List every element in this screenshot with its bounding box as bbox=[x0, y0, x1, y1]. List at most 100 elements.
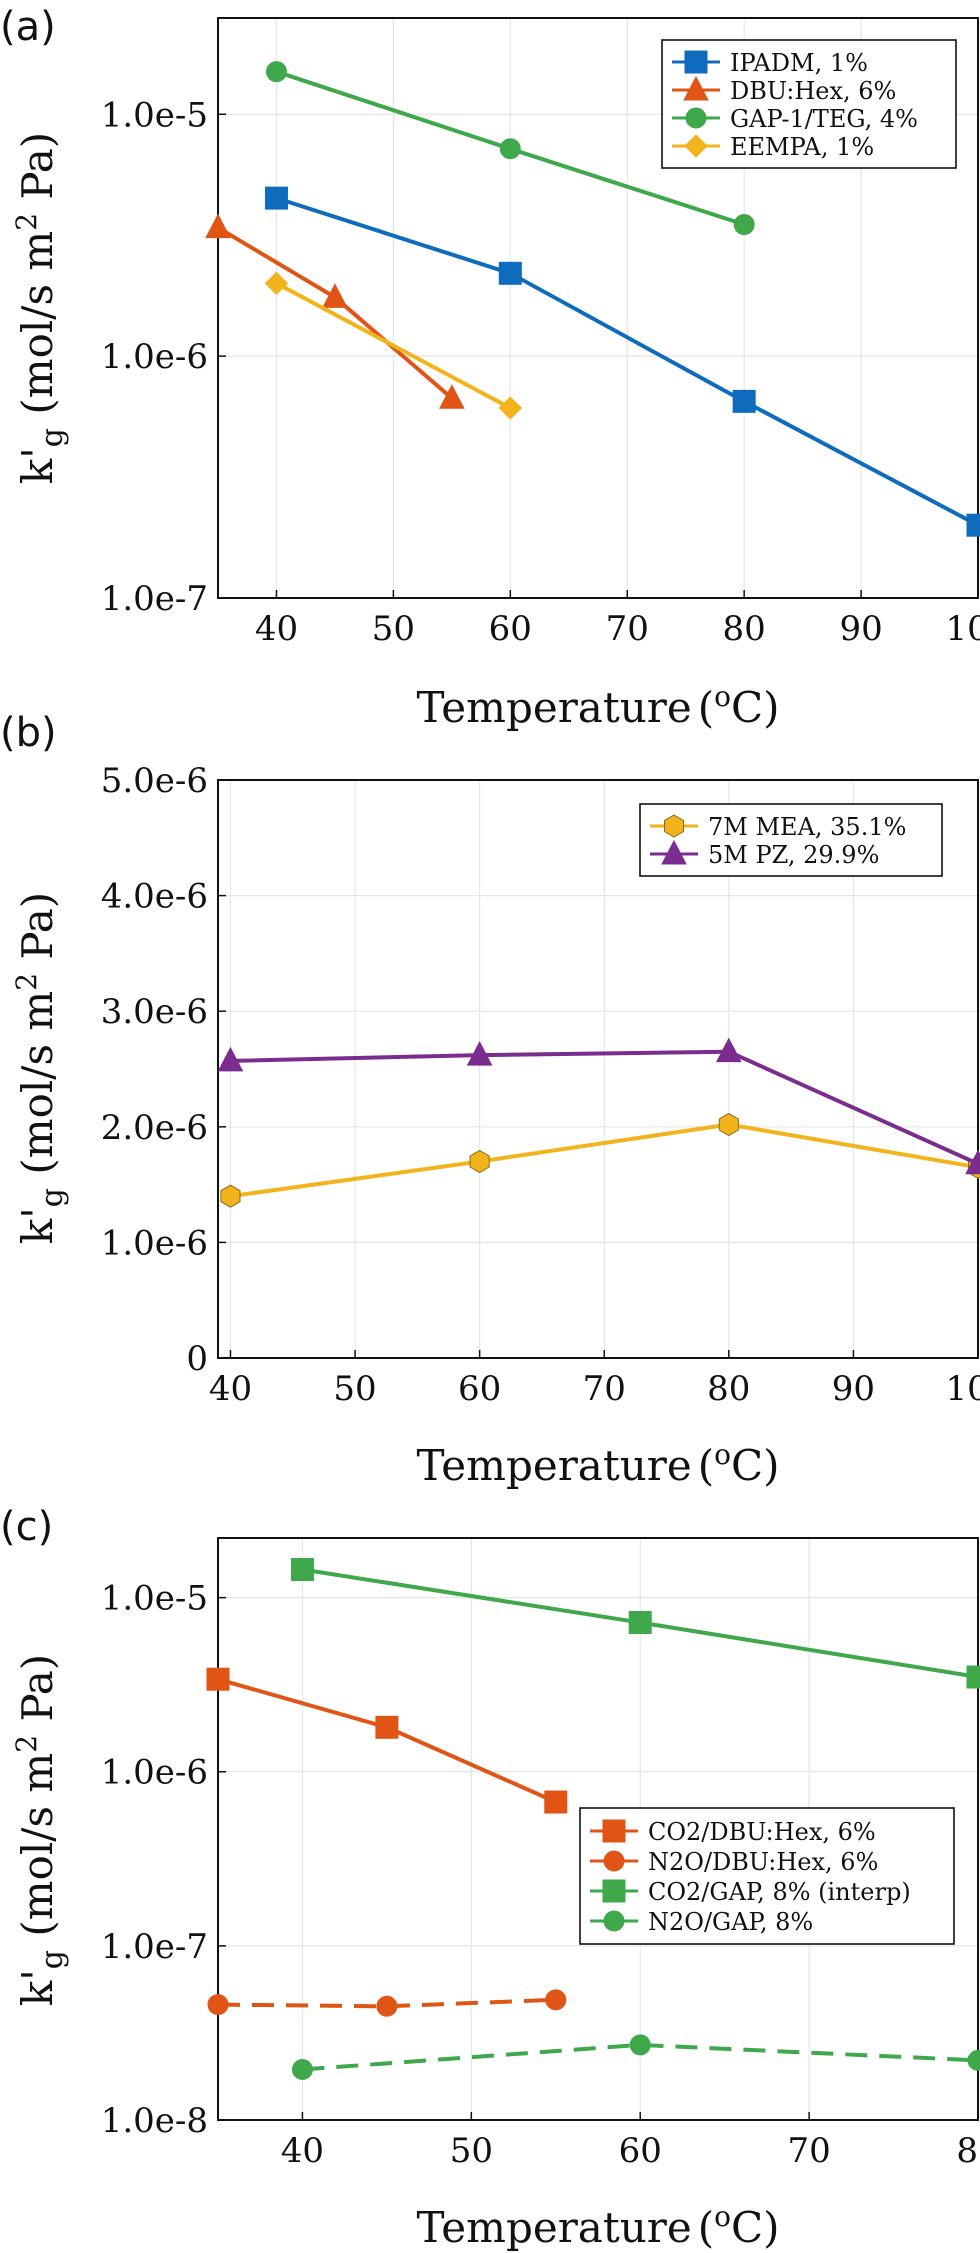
panel-b-y-tick-label: 0 bbox=[186, 1339, 208, 1379]
panel-c-data-point bbox=[544, 1790, 568, 1814]
panel-a-letter: (a) bbox=[0, 4, 56, 50]
panel-b-x-ticks: 40 50 60 70 80 90 100 bbox=[209, 1350, 980, 1409]
panel-b-data-point bbox=[469, 1149, 490, 1174]
panel-a-data-point bbox=[732, 389, 756, 413]
panel-c-x-tick-label: 60 bbox=[619, 2131, 662, 2171]
panel-a-y-ticks: 1.0e-7 1.0e-6 1.0e-5 bbox=[101, 95, 226, 619]
panel-a-plot-area bbox=[205, 61, 980, 537]
panel-c-data-point bbox=[966, 1665, 980, 1689]
panel-a-legend-label: IPADM, 1% bbox=[730, 49, 868, 77]
panel-a-legend-marker bbox=[685, 107, 707, 129]
panel-b-plot-area bbox=[217, 1037, 980, 1208]
panel-a-legend-label: GAP-1/TEG, 4% bbox=[730, 105, 918, 133]
panel-c-x-tick-label: 40 bbox=[281, 2131, 324, 2171]
panel-b-letter: (b) bbox=[0, 710, 57, 756]
panel-c-legend-label: N2O/DBU:Hex, 6% bbox=[648, 1848, 878, 1876]
panel-c-data-point bbox=[967, 2049, 980, 2071]
panel-b-legend: 7M MEA, 35.1%5M PZ, 29.9% bbox=[639, 803, 943, 877]
panel-a-frame bbox=[217, 17, 979, 599]
panel-b-legend-marker bbox=[664, 814, 684, 838]
panel-c-y-ticks: 1.0e-8 1.0e-7 1.0e-6 1.0e-5 bbox=[101, 1579, 226, 2141]
panel-c-legend-label: CO2/DBU:Hex, 6% bbox=[648, 1818, 876, 1846]
panel-a-y-tick-label: 1.0e-6 bbox=[101, 337, 208, 377]
panel-b-legend-label: 7M MEA, 35.1% bbox=[708, 813, 906, 841]
panel-a-y-axis-label: k'g (mol/s m2 Pa) bbox=[10, 132, 70, 484]
panel-a-x-tick-label: 50 bbox=[372, 609, 415, 649]
panel-b-data-point bbox=[965, 1149, 980, 1175]
panel-b-x-tick-label: 100 bbox=[946, 1369, 980, 1409]
panel-c-data-point bbox=[545, 1989, 567, 2011]
panel-a-x-tick-label: 60 bbox=[489, 609, 532, 649]
panel-b-y-tick-label: 4.0e-6 bbox=[101, 877, 208, 917]
panel-a-data-point bbox=[264, 271, 289, 296]
panel-c-data-point bbox=[206, 1667, 230, 1691]
panel-b-data-point bbox=[220, 1184, 241, 1208]
panel-a-x-tick-label: 90 bbox=[839, 609, 882, 649]
panel-b-x-tick-label: 70 bbox=[583, 1369, 626, 1409]
panel-c-data-point bbox=[375, 1715, 399, 1739]
panel-a-data-point bbox=[265, 61, 287, 83]
panel-c-legend-marker bbox=[603, 1850, 625, 1872]
panel-a-legend-marker bbox=[684, 50, 708, 74]
panel-b-x-tick-label: 40 bbox=[209, 1369, 252, 1409]
panel-b: (b) 40 50 60 70 80 90 100 0 1.0e-6 2.0e-6 3.0e-6 4… bbox=[0, 710, 980, 1490]
panel-b-data-point bbox=[217, 1046, 244, 1072]
panel-c-data-point bbox=[291, 2058, 313, 2080]
panel-a-legend-label: DBU:Hex, 6% bbox=[730, 77, 896, 105]
panel-a-series-line bbox=[275, 281, 512, 410]
panel-b-series-line bbox=[230, 1049, 979, 1166]
panel-a-legend-marker bbox=[684, 134, 708, 158]
panel-b-y-tick-label: 1.0e-6 bbox=[101, 1223, 208, 1263]
panel-b-legend-label: 5M PZ, 29.9% bbox=[708, 841, 879, 869]
panel-c-data-point bbox=[207, 1994, 229, 2016]
panel-b-y-ticks: 0 1.0e-6 2.0e-6 3.0e-6 4.0e-6 5.0e-6 bbox=[101, 761, 226, 1379]
panel-a-y-tick-label: 1.0e-5 bbox=[101, 95, 208, 135]
panel-c-series-line bbox=[217, 1997, 556, 2009]
panel-b-y-tick-label: 2.0e-6 bbox=[101, 1108, 208, 1148]
panel-b-frame bbox=[217, 779, 979, 1359]
panel-b-x-tick-label: 50 bbox=[333, 1369, 376, 1409]
panel-a: (a) 40 50 60 70 80 90 100 1.0e-7 1.0e-6 1.0e-5 I… bbox=[0, 4, 980, 732]
panel-a-x-tick-label: 70 bbox=[606, 609, 649, 649]
panel-b-data-point bbox=[715, 1037, 742, 1063]
panel-c-x-axis-label: Temperature (oC) bbox=[417, 2200, 780, 2252]
panel-b-y-tick-label: 5.0e-6 bbox=[101, 761, 208, 801]
panel-c-data-point bbox=[376, 1995, 398, 2017]
panel-a-legend-marker bbox=[683, 75, 709, 101]
panel-c-y-axis-label: k'g (mol/s m2 Pa) bbox=[10, 1654, 70, 2006]
panel-c-frame bbox=[217, 1537, 979, 2121]
panel-b-x-tick-label: 90 bbox=[832, 1369, 875, 1409]
panel-a-data-point bbox=[264, 186, 288, 210]
panel-c-x-ticks: 40 50 60 70 80 bbox=[281, 2112, 980, 2171]
panel-a-data-point bbox=[322, 283, 348, 308]
panel-a-data-point bbox=[498, 261, 522, 285]
panel-c-data-point bbox=[290, 1558, 314, 1582]
panel-b-x-tick-label: 80 bbox=[707, 1369, 750, 1409]
panel-c-legend: CO2/DBU:Hex, 6%N2O/DBU:Hex, 6%CO2/GAP, 8… bbox=[579, 1807, 955, 1945]
panel-b-series-line bbox=[230, 1122, 979, 1199]
panel-a-data-point bbox=[966, 513, 980, 537]
panel-a-data-point bbox=[499, 138, 521, 160]
panel-c-x-tick-label: 70 bbox=[787, 2131, 830, 2171]
panel-c-y-tick-label: 1.0e-6 bbox=[101, 1753, 208, 1793]
panel-c-plot-area bbox=[206, 1558, 980, 2080]
panel-a-x-tick-label: 40 bbox=[255, 609, 298, 649]
panel-b-x-axis-label: Temperature (oC) bbox=[417, 1438, 780, 1490]
panel-a-legend-label: EEMPA, 1% bbox=[730, 133, 874, 161]
panel-c-legend-box bbox=[579, 1807, 955, 1945]
panel-a-legend: IPADM, 1%DBU:Hex, 6%GAP-1/TEG, 4%EEMPA, … bbox=[661, 39, 957, 169]
panel-b-legend-marker bbox=[661, 839, 687, 865]
panel-b-data-point bbox=[466, 1041, 493, 1066]
panel-c-legend-marker bbox=[603, 1910, 625, 1932]
panel-c-legend-marker bbox=[602, 1879, 626, 1903]
panel-a-y-tick-label: 1.0e-7 bbox=[101, 579, 208, 619]
panel-c-series-line bbox=[302, 2042, 979, 2072]
panel-c-letter: (c) bbox=[0, 1504, 53, 1550]
panel-b-y-tick-label: 3.0e-6 bbox=[101, 992, 208, 1032]
panel-b-x-tick-label: 60 bbox=[458, 1369, 501, 1409]
panel-c-x-tick-label: 80 bbox=[956, 2131, 980, 2171]
panel-c-x-tick-label: 50 bbox=[450, 2131, 493, 2171]
panel-c-y-tick-label: 1.0e-5 bbox=[101, 1579, 208, 1619]
panel-a-x-ticks: 40 50 60 70 80 90 100 bbox=[255, 590, 980, 649]
